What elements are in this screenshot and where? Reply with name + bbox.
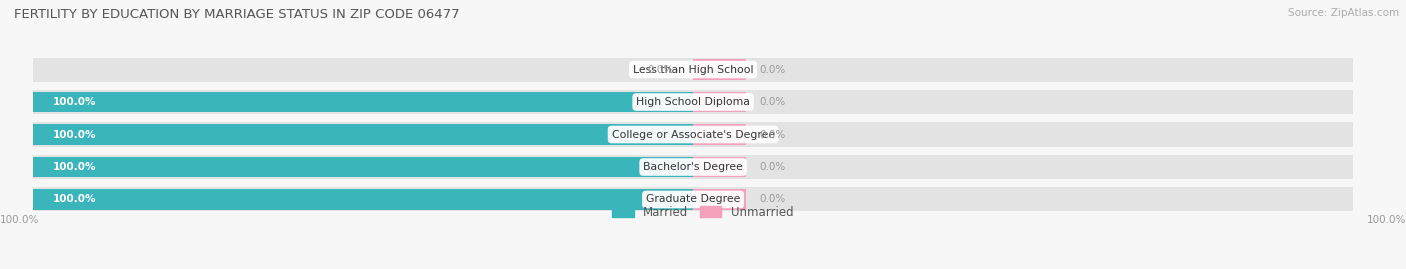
Legend: Married, Unmarried: Married, Unmarried [607,201,799,223]
Text: Bachelor's Degree: Bachelor's Degree [643,162,742,172]
Text: 0.0%: 0.0% [759,65,786,75]
Bar [32,92,693,112]
Bar [32,122,1353,147]
Bar [32,125,693,144]
Bar [32,155,1353,179]
Bar [693,189,747,210]
Bar [32,187,1353,211]
Text: Less than High School: Less than High School [633,65,754,75]
Text: 100.0%: 100.0% [53,129,96,140]
Bar [32,157,693,177]
Text: Source: ZipAtlas.com: Source: ZipAtlas.com [1288,8,1399,18]
Bar [693,157,747,177]
Text: High School Diploma: High School Diploma [636,97,749,107]
Text: 0.0%: 0.0% [647,65,673,75]
Text: 0.0%: 0.0% [759,129,786,140]
Text: 0.0%: 0.0% [759,97,786,107]
Bar [32,90,1353,114]
Text: 0.0%: 0.0% [759,194,786,204]
Text: FERTILITY BY EDUCATION BY MARRIAGE STATUS IN ZIP CODE 06477: FERTILITY BY EDUCATION BY MARRIAGE STATU… [14,8,460,21]
Text: 100.0%: 100.0% [53,194,96,204]
Bar [693,92,747,112]
Text: 0.0%: 0.0% [759,162,786,172]
Text: 100.0%: 100.0% [53,97,96,107]
Text: College or Associate's Degree: College or Associate's Degree [612,129,775,140]
Bar [693,125,747,144]
Text: Graduate Degree: Graduate Degree [645,194,741,204]
Text: 100.0%: 100.0% [0,215,39,225]
Bar [693,59,747,80]
Bar [32,189,693,210]
Text: 100.0%: 100.0% [53,162,96,172]
Text: 100.0%: 100.0% [1367,215,1406,225]
Bar [32,58,1353,82]
